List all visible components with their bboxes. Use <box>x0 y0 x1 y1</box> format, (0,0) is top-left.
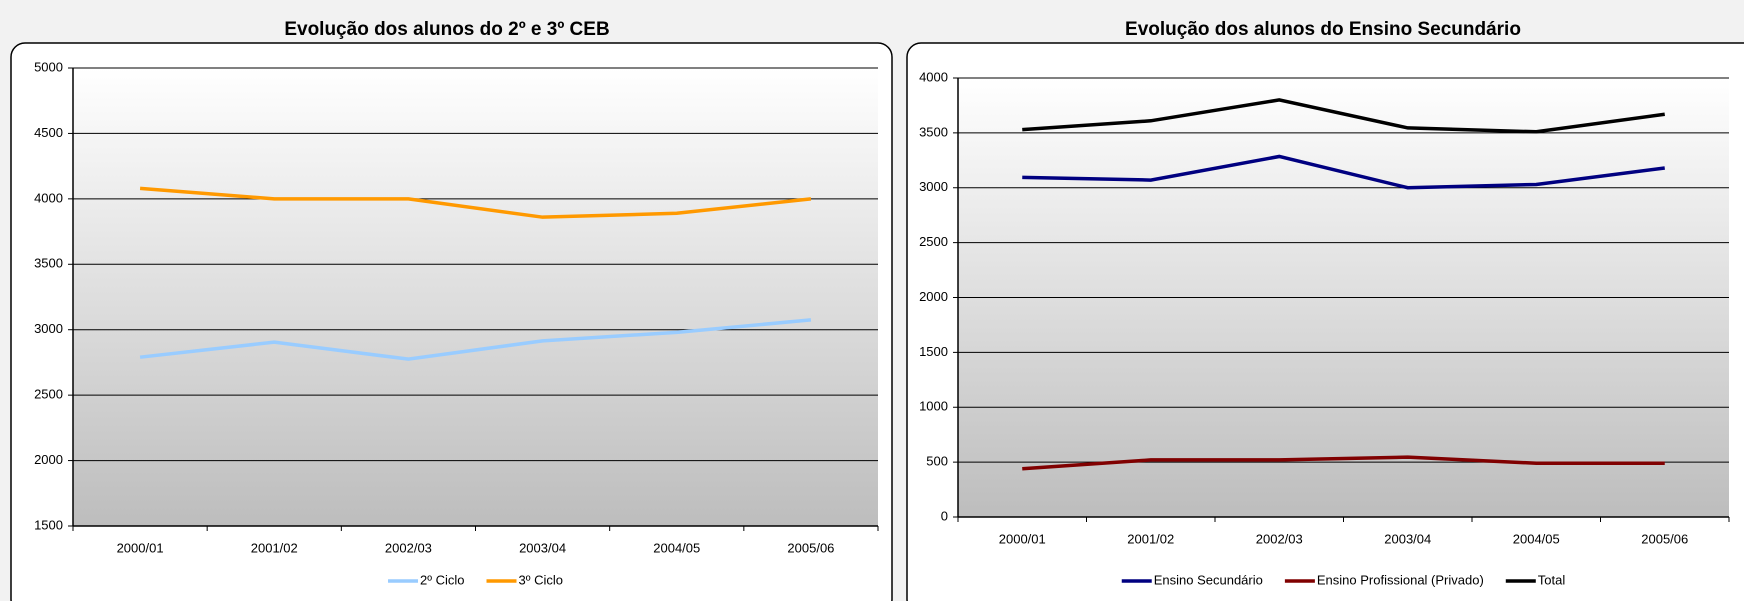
x-tick-label: 2004/05 <box>1513 531 1560 546</box>
legend-label: Ensino Profissional (Privado) <box>1317 572 1484 587</box>
y-tick-label: 3500 <box>919 124 948 139</box>
y-tick-label: 4000 <box>34 190 63 205</box>
legend-label: Ensino Secundário <box>1154 572 1263 587</box>
chart-title: Evolução dos alunos do 2º e 3º CEB <box>284 19 609 40</box>
y-tick-label: 2500 <box>34 387 63 402</box>
y-tick-label: 2000 <box>919 289 948 304</box>
plot-area <box>73 68 878 526</box>
y-tick-label: 1500 <box>919 344 948 359</box>
series-line <box>139 186 812 219</box>
y-tick-label: 1000 <box>919 399 948 414</box>
legend-label: 2º Ciclo <box>420 572 464 587</box>
y-tick-label: 3000 <box>919 179 948 194</box>
y-tick-label: 3000 <box>34 321 63 336</box>
series-line <box>1022 455 1665 471</box>
y-tick-label: 0 <box>941 508 948 523</box>
legend-label: Total <box>1538 572 1566 587</box>
chart-title: Evolução dos alunos do Ensino Secundário <box>1125 19 1521 40</box>
y-tick-label: 2500 <box>919 234 948 249</box>
x-tick-label: 2000/01 <box>117 540 164 555</box>
x-tick-label: 2003/04 <box>519 540 566 555</box>
y-tick-label: 500 <box>926 454 948 469</box>
series-line <box>139 318 812 361</box>
series-line <box>1022 98 1665 134</box>
y-tick-label: 4500 <box>34 125 63 140</box>
series-line <box>1022 154 1665 190</box>
x-tick-label: 2001/02 <box>251 540 298 555</box>
x-tick-label: 2003/04 <box>1384 531 1431 546</box>
x-tick-label: 2000/01 <box>999 531 1046 546</box>
y-tick-label: 2000 <box>34 452 63 467</box>
y-tick-label: 4000 <box>919 69 948 84</box>
y-tick-label: 1500 <box>34 517 63 532</box>
y-tick-label: 5000 <box>34 59 63 74</box>
legend-label: 3º Ciclo <box>519 572 563 587</box>
x-tick-label: 2005/06 <box>787 540 834 555</box>
x-tick-label: 2005/06 <box>1641 531 1688 546</box>
x-tick-label: 2004/05 <box>653 540 700 555</box>
x-tick-label: 2002/03 <box>1256 531 1303 546</box>
x-tick-label: 2002/03 <box>385 540 432 555</box>
x-tick-label: 2001/02 <box>1127 531 1174 546</box>
y-tick-label: 3500 <box>34 256 63 271</box>
